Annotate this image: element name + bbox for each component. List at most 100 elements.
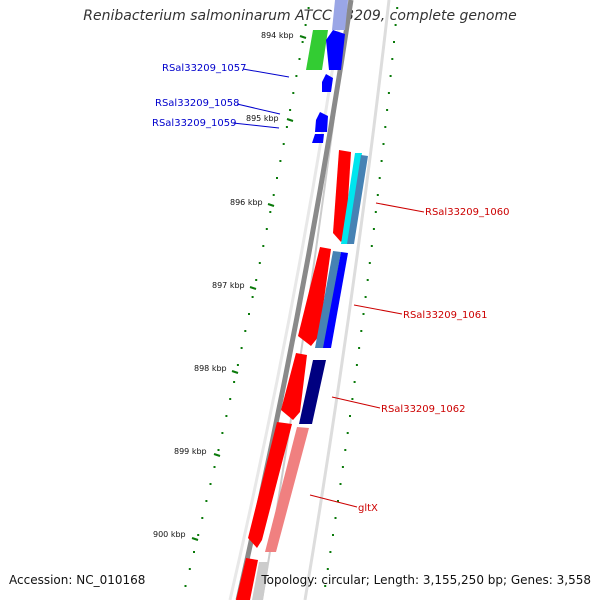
minor-tick-dot-14	[262, 245, 265, 247]
outer-tick-dot-25	[346, 432, 349, 434]
cog-1060-steel	[347, 155, 368, 244]
minor-tick-dot-21	[236, 364, 239, 366]
gene-label-1059[interactable]: RSal33209_1059	[152, 118, 236, 129]
minor-tick-dot-24	[225, 415, 228, 417]
tick-label-895: 895 kbp	[246, 114, 279, 123]
gene-label-gltX[interactable]: gltX	[358, 503, 378, 514]
outer-tick-dot-3	[391, 58, 394, 60]
backbone-outer-ring	[303, 0, 391, 600]
outer-tick-dot-10	[378, 177, 381, 179]
minor-tick-dot-18	[248, 313, 250, 315]
tick-894	[299, 35, 307, 39]
outer-tick-dot-7	[384, 126, 387, 128]
gene-label-1058[interactable]: RSal33209_1058	[155, 98, 239, 109]
outer-tick-dot-14	[370, 245, 373, 247]
leader-1058	[236, 103, 281, 115]
outer-tick-dot-23	[351, 398, 354, 400]
leader-1057	[242, 68, 290, 78]
tick-895	[286, 118, 294, 122]
gene-1058-arrow	[322, 74, 333, 92]
minor-tick-ring	[184, 7, 310, 587]
outer-tick-dot-32	[329, 551, 332, 553]
minor-tick-dot-15	[258, 262, 261, 264]
tick-labels: 894 kbp 895 kbp 896 kbp 897 kbp 898 kbp …	[153, 31, 294, 539]
outer-tick-dot-5	[387, 92, 390, 94]
minor-tick-dot-9	[279, 160, 282, 162]
minor-tick-dot-11	[272, 194, 275, 196]
minor-tick-dot-2	[301, 41, 304, 43]
tick-label-899: 899 kbp	[174, 447, 207, 456]
minor-tick-dot-1	[304, 24, 307, 26]
gene-label-1061[interactable]: RSal33209_1061	[403, 310, 487, 321]
forward-features	[236, 150, 351, 600]
minor-tick-dot-28	[209, 483, 212, 485]
cds-1061-arrow	[298, 247, 331, 346]
cds-1062-arrow	[281, 353, 307, 420]
gene-1057-arrow	[326, 30, 345, 70]
outer-tick-dot-1	[394, 24, 397, 26]
leader-lines	[232, 68, 425, 508]
cog-features	[252, 153, 368, 600]
outer-tick-dot-18	[362, 313, 365, 315]
outer-tick-dot-24	[349, 415, 351, 417]
minor-tick-dot-10	[276, 177, 278, 179]
gene-label-1062[interactable]: RSal33209_1062	[381, 404, 465, 415]
topology-label: Topology: circular; Length: 3,155,250 bp…	[261, 573, 591, 587]
outer-tick-dot-30	[334, 517, 337, 519]
outer-tick-dot-31	[332, 534, 334, 536]
outer-tick-dot-26	[344, 449, 347, 451]
tick-label-894: 894 kbp	[261, 31, 294, 40]
leader-gltX	[309, 494, 358, 508]
outer-tick-dot-15	[368, 262, 371, 264]
gene-1059-arrow-b	[312, 134, 324, 143]
minor-tick-dot-13	[265, 228, 268, 230]
reverse-features	[306, 0, 348, 143]
outer-tick-dot-27	[341, 466, 344, 468]
tick-label-897: 897 kbp	[212, 281, 245, 290]
outer-tick-dot-11	[376, 194, 379, 196]
major-ticks	[191, 35, 307, 541]
outer-tick-dot-6	[386, 109, 389, 111]
minor-tick-dot-33	[188, 568, 191, 570]
outer-tick-dot-2	[393, 41, 395, 43]
outer-tick-dot-29	[337, 500, 339, 502]
outer-tick-dot-34	[324, 585, 327, 587]
leader-1061	[353, 304, 403, 315]
outer-tick-dot-4	[389, 75, 392, 77]
minor-tick-dot-4	[295, 75, 298, 77]
cog-1061-steel	[315, 251, 341, 348]
minor-tick-dot-7	[285, 126, 288, 128]
outer-tick-dot-20	[358, 347, 361, 349]
outer-tick-dot-33	[326, 568, 329, 570]
minor-tick-dot-12	[269, 211, 272, 213]
minor-tick-dot-16	[255, 279, 258, 281]
tick-label-900: 900 kbp	[153, 530, 186, 539]
cds-lower-arrow	[236, 558, 258, 600]
tick-897	[249, 286, 257, 290]
cog-1061-blue	[323, 252, 348, 348]
gene-1059-arrow-a	[315, 112, 328, 132]
outer-tick-dot-16	[366, 279, 369, 281]
tick-label-896: 896 kbp	[230, 198, 263, 207]
outer-tick-dot-19	[360, 330, 363, 332]
minor-tick-dot-0	[307, 7, 310, 9]
leader-1059	[232, 122, 280, 129]
minor-tick-dot-27	[213, 466, 216, 468]
gene-label-1060[interactable]: RSal33209_1060	[425, 207, 509, 218]
feature-green-block	[306, 30, 328, 70]
outer-tick-dot-8	[382, 143, 385, 145]
cog-lower-grey	[252, 562, 269, 600]
feature-pale-blue-block	[332, 0, 348, 30]
tick-label-898: 898 kbp	[194, 364, 227, 373]
outer-tick-dot-21	[355, 364, 358, 366]
minor-tick-dot-30	[201, 517, 204, 519]
outer-tick-dot-13	[372, 228, 375, 230]
minor-tick-dot-26	[217, 449, 220, 451]
accession-label: Accession: NC_010168	[9, 573, 146, 587]
minor-tick-dot-29	[205, 500, 208, 502]
gene-label-1057[interactable]: RSal33209_1057	[162, 63, 246, 74]
outer-tick-dot-17	[364, 296, 367, 298]
minor-tick-dot-34	[184, 585, 187, 587]
